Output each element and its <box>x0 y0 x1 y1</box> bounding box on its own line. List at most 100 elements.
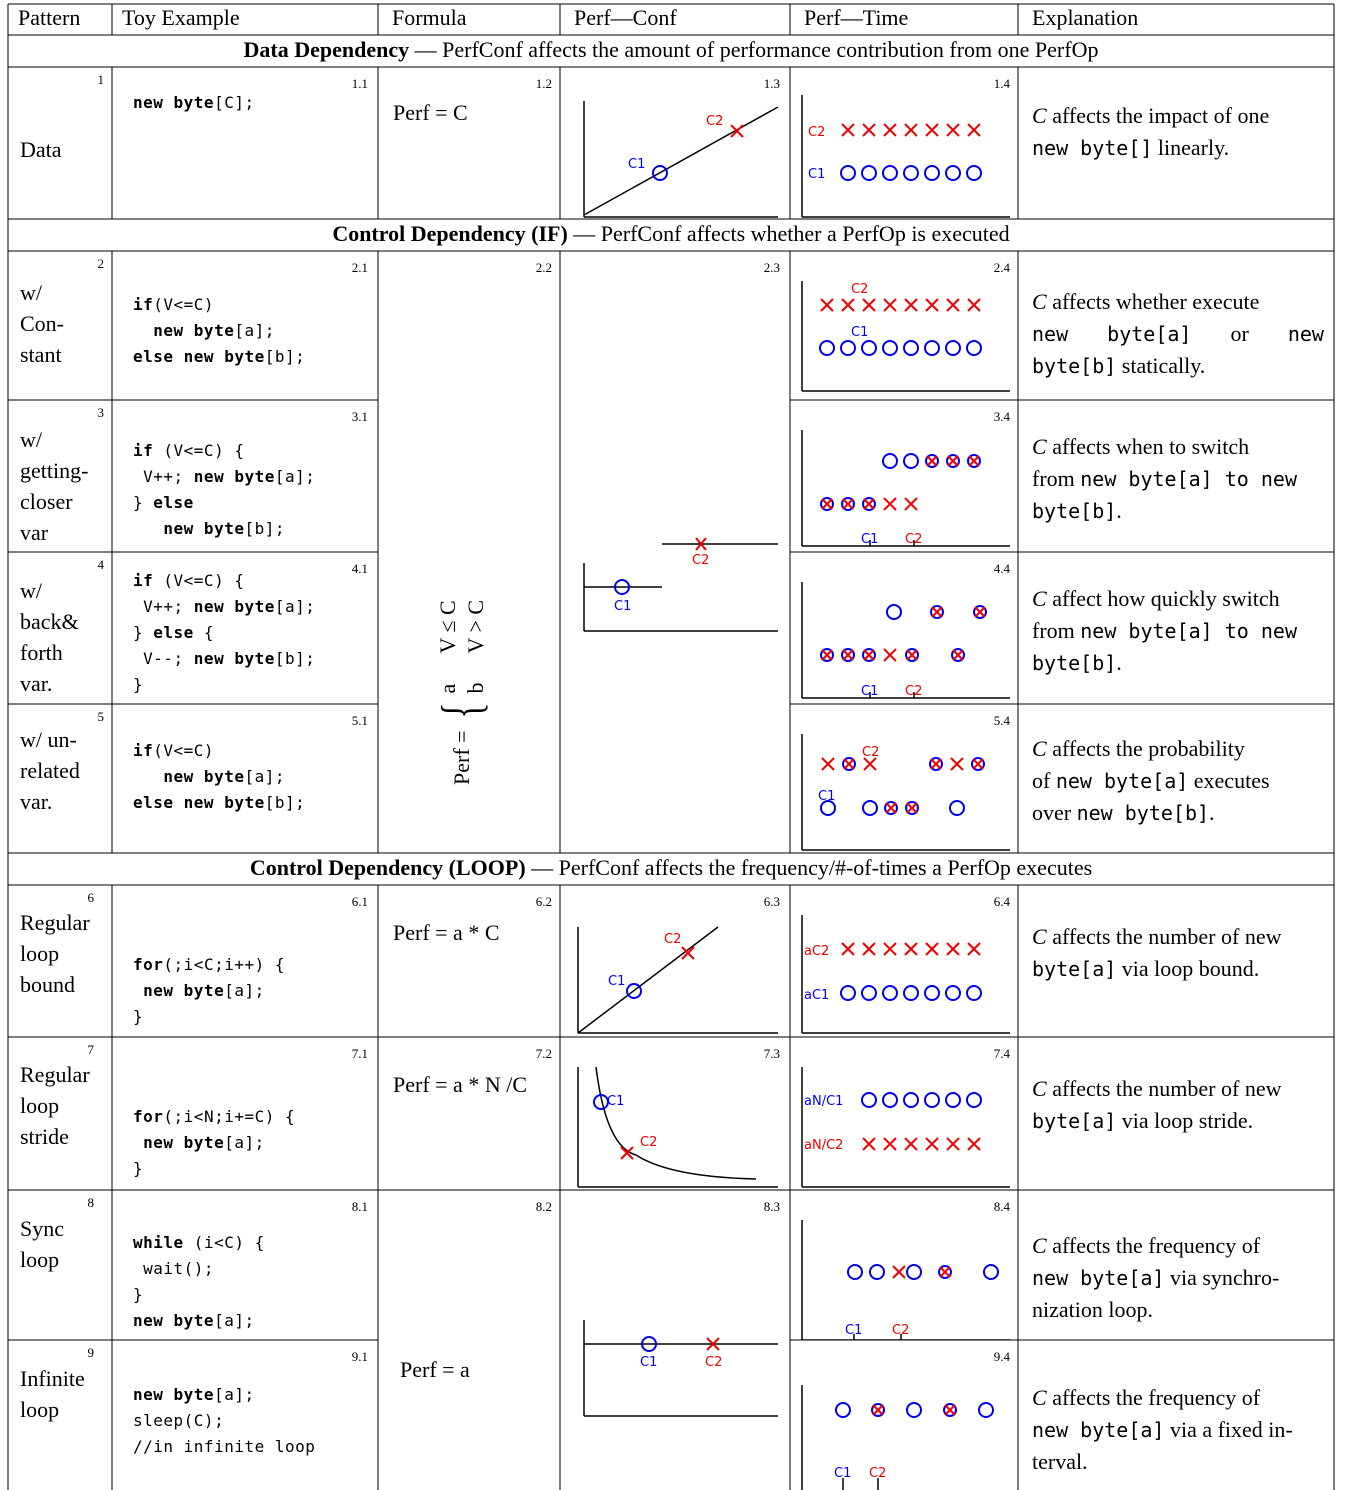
code-6: for(;i<C;i++) { new byte[a];} <box>133 955 285 1026</box>
c1-label: C1 <box>608 974 625 989</box>
c2-label: C2 <box>692 553 709 568</box>
o-marker <box>966 985 982 1001</box>
x-marker <box>863 649 875 661</box>
c2-marker <box>695 537 707 551</box>
o-marker <box>820 648 834 662</box>
cell-index: 7.1 <box>351 1046 368 1061</box>
formula-9: Perf = a <box>400 1357 470 1382</box>
x-marker <box>904 497 918 511</box>
o-marker <box>966 340 982 356</box>
o-marker <box>841 648 855 662</box>
perf-conf-plot-if: C1 C2 <box>583 537 778 632</box>
o-marker <box>869 1264 885 1280</box>
x-marker <box>841 298 855 312</box>
x-marker <box>906 802 918 814</box>
cell-index: 1.1 <box>351 76 368 91</box>
o-marker <box>966 1092 982 1108</box>
header-perf-conf: Perf—Conf <box>574 5 677 30</box>
c2-marker <box>681 946 695 960</box>
perf-time-plot-2: C2 C1 <box>801 281 1010 392</box>
x-marker <box>904 123 918 137</box>
pattern-name: Infinite loop <box>20 1366 85 1422</box>
c1-marker <box>593 1094 609 1110</box>
o-marker <box>835 1402 851 1418</box>
cell-index: 6.4 <box>993 894 1010 909</box>
header-explanation: Explanation <box>1032 5 1139 30</box>
explanation-9: C affects the frequency of new byte[a] v… <box>1032 1385 1293 1474</box>
x-marker <box>904 1137 918 1151</box>
perf-conf-plot-6: C1 C2 <box>577 926 778 1034</box>
pattern-name: w/Con-stant <box>20 280 64 367</box>
o-marker <box>847 1264 863 1280</box>
perf-time-plot-7: aN/C1 aN/C2 <box>801 1067 1010 1188</box>
perf-time-plot-6: aC2 aC1 <box>801 915 1010 1034</box>
cell-index: 3.4 <box>993 409 1010 424</box>
c2-label: C2 <box>892 1323 909 1338</box>
cell-index: 6.2 <box>535 894 552 909</box>
c2-label: C2 <box>808 125 825 140</box>
x-marker <box>947 455 959 467</box>
pattern-name: Regular loop bound <box>20 910 90 997</box>
c2-label: C2 <box>905 532 922 547</box>
perf-conf-plot-7: C1 C2 <box>577 1066 778 1188</box>
o-marker <box>882 985 898 1001</box>
explanation-5: C affects the probability of new byte[a]… <box>1032 736 1270 825</box>
cell-index: 9.4 <box>993 1349 1010 1364</box>
x-marker <box>821 649 833 661</box>
cell-index: 2.2 <box>535 260 552 275</box>
x-marker <box>946 1137 960 1151</box>
x-marker <box>925 942 939 956</box>
cell-index: 5.1 <box>351 713 368 728</box>
code-7: for(;i<N;i+=C) { new byte[a];} <box>133 1107 296 1178</box>
o-marker <box>886 604 902 620</box>
x-marker <box>925 1137 939 1151</box>
x-marker <box>862 1137 876 1151</box>
o-marker <box>862 497 876 511</box>
row-number: 4 <box>97 557 105 572</box>
o-marker <box>840 340 856 356</box>
o-marker <box>871 1403 885 1417</box>
perf-time-plot-8: C1 C2 <box>801 1220 1010 1340</box>
x-marker <box>931 606 943 618</box>
x-marker <box>946 298 960 312</box>
cell-index: 4.4 <box>993 561 1010 576</box>
c1-label: C1 <box>851 325 868 340</box>
cell-index: 2.3 <box>763 260 780 275</box>
o-marker <box>905 648 919 662</box>
c2-label: C2 <box>905 684 922 699</box>
cell-index: 7.4 <box>993 1046 1010 1061</box>
o-marker <box>983 1264 999 1280</box>
c2-marker <box>620 1146 634 1160</box>
explanation-3: C affects when to switch from new byte[a… <box>1032 434 1298 523</box>
o-marker <box>862 648 876 662</box>
x-marker <box>968 455 980 467</box>
o-marker <box>862 800 878 816</box>
o-marker <box>905 801 919 815</box>
o-marker <box>884 801 898 815</box>
x-marker <box>842 649 854 661</box>
anc1-label: aN/C1 <box>804 1094 843 1109</box>
explanation-2: C affects whether execute new byte[a] or ne… <box>1032 289 1324 378</box>
row-number: 1 <box>97 72 105 87</box>
c1-marker <box>614 579 630 595</box>
x-marker <box>862 942 876 956</box>
x-marker <box>841 123 855 137</box>
x-marker <box>821 757 835 771</box>
x-marker <box>862 123 876 137</box>
o-marker <box>882 1092 898 1108</box>
x-marker <box>930 758 942 770</box>
o-marker <box>903 1092 919 1108</box>
x-marker <box>972 758 984 770</box>
c1-marker <box>641 1336 657 1352</box>
c1-label: C1 <box>818 789 835 804</box>
cell-index: 1.2 <box>535 76 552 91</box>
section-control-if: Control Dependency (IF) — PerfConf affec… <box>332 221 1010 246</box>
row-number: 6 <box>87 890 95 905</box>
o-marker <box>971 757 985 771</box>
cell-index: 7.2 <box>535 1046 552 1061</box>
o-marker <box>842 757 856 771</box>
x-marker <box>944 1404 956 1416</box>
o-marker <box>819 340 835 356</box>
x-marker <box>926 455 938 467</box>
